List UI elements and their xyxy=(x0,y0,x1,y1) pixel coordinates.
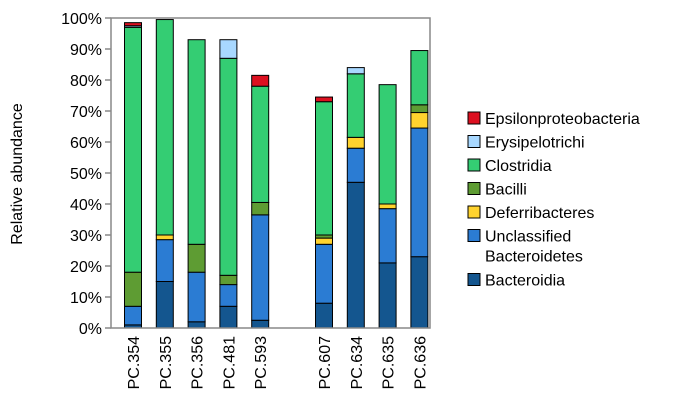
y-tick-label: 30% xyxy=(70,228,102,245)
y-tick-label: 90% xyxy=(70,42,102,59)
legend-item-clostridia: Clostridia xyxy=(467,158,552,175)
legend-item-deferribacteres: Deferribacteres xyxy=(467,205,594,222)
bar-segment-bacteroidia xyxy=(155,281,174,329)
bar-segment-bacilli xyxy=(251,201,270,216)
legend-label: Deferribacteres xyxy=(485,205,594,222)
bar-stack-pc-481 xyxy=(219,39,238,329)
y-axis-title-group: Relative abundance xyxy=(9,103,26,245)
bar-segment-epsilonproteobacteria xyxy=(124,22,142,27)
x-tick-label: PC.636 xyxy=(412,336,429,389)
y-axis-ticks: 0% 10% 20% 30% 40% 50% 60% 70% 80% 90% 100% xyxy=(61,11,111,338)
bar-segment-deferribacteres xyxy=(346,136,365,149)
bar-segment-deferribacteres xyxy=(155,234,174,241)
legend-swatch xyxy=(467,135,481,148)
bar-segment-deferribacteres xyxy=(378,203,397,210)
bar-segment-bacteroidia xyxy=(251,319,270,329)
y-tick-label: 40% xyxy=(70,197,102,214)
plot-frame xyxy=(110,17,431,329)
bar-segment-unclassified-bacteroidetes xyxy=(315,243,333,304)
bar-segment-clostridia xyxy=(187,39,206,245)
y-tick-label: 10% xyxy=(70,290,102,307)
bar-segment-unclassified-bacteroidetes xyxy=(410,127,429,258)
legend-swatch xyxy=(467,158,481,172)
y-tick-label: 70% xyxy=(70,104,102,121)
bar-stacks xyxy=(124,19,429,329)
bar-segment-clostridia xyxy=(219,57,238,276)
bar-segment-bacilli xyxy=(410,104,429,114)
bar-segment-unclassified-bacteroidetes xyxy=(187,271,206,323)
legend-swatch xyxy=(467,205,481,219)
bar-segment-erysipelotrichi xyxy=(219,39,238,59)
bar-segment-deferribacteres xyxy=(315,237,333,245)
legend-item-epsilonproteobacteria: Epsilonproteobacteria xyxy=(467,111,640,128)
bar-segment-bacteroidia xyxy=(315,302,333,329)
bar-segment-unclassified-bacteroidetes xyxy=(346,147,365,183)
bar-stack-pc-355 xyxy=(155,19,174,329)
bar-segment-clostridia xyxy=(346,73,365,138)
legend-item-bacilli: Bacilli xyxy=(467,182,527,199)
bar-segment-clostridia xyxy=(155,19,174,236)
bar-segment-clostridia xyxy=(124,26,142,273)
bar-segment-bacteroidia xyxy=(410,256,429,329)
legend-item-bacteroidia: Bacteroidia xyxy=(467,273,565,290)
legend-label: Unclassified Bacteroidetes xyxy=(485,229,583,266)
bar-segment-clostridia xyxy=(251,85,270,203)
bar-segment-unclassified-bacteroidetes xyxy=(155,239,174,282)
x-tick-label: PC.354 xyxy=(126,336,143,389)
bar-stack-pc-634 xyxy=(346,67,365,329)
bar-segment-epsilonproteobacteria xyxy=(251,74,270,87)
bar-segment-unclassified-bacteroidetes xyxy=(251,214,270,321)
bar-segment-bacteroidia xyxy=(346,181,365,329)
bar-stack-pc-593 xyxy=(251,74,270,329)
bar-segment-bacilli xyxy=(219,274,238,286)
legend-label: Erysipelotrichi xyxy=(485,135,585,152)
legend-swatch xyxy=(467,182,481,195)
bar-segment-deferribacteres xyxy=(410,112,429,129)
y-tick-label: 50% xyxy=(70,166,102,183)
bar-stack-pc-636 xyxy=(410,50,429,329)
y-tick-label: 20% xyxy=(70,259,102,276)
bar-stack-pc-356 xyxy=(187,39,206,329)
x-tick-label: PC.356 xyxy=(190,336,207,389)
x-tick-label: PC.607 xyxy=(317,336,334,389)
x-tick-label: PC.355 xyxy=(158,336,175,389)
x-tick-label: PC.481 xyxy=(221,336,238,389)
bar-segment-bacilli xyxy=(124,271,142,307)
x-tick-label: PC.635 xyxy=(381,336,398,389)
bar-segment-clostridia xyxy=(378,84,397,205)
bar-segment-bacteroidia xyxy=(219,305,238,329)
bar-stack-pc-354 xyxy=(124,22,142,329)
bar-segment-unclassified-bacteroidetes xyxy=(378,208,397,264)
bar-segment-bacteroidia xyxy=(187,321,206,329)
legend-swatch xyxy=(467,229,481,242)
legend-label: Clostridia xyxy=(485,158,552,175)
y-tick-label: 0% xyxy=(79,321,102,338)
legend: Epsilonproteobacteria Erysipelotrichi Clos… xyxy=(467,111,640,290)
legend-label: Epsilonproteobacteria xyxy=(485,111,640,128)
bar-segment-unclassified-bacteroidetes xyxy=(219,284,238,307)
bar-segment-bacilli xyxy=(187,243,206,273)
legend-label: Bacilli xyxy=(485,182,527,199)
y-tick-label: 80% xyxy=(70,73,102,90)
x-tick-label: PC.634 xyxy=(349,336,366,389)
bar-segment-clostridia xyxy=(315,101,333,236)
bar-segment-unclassified-bacteroidetes xyxy=(124,305,142,326)
x-axis-tick-labels: PC.354 PC.355 PC.356 PC.481 PC.593 PC.607 PC.6… xyxy=(126,336,429,389)
bar-stack-pc-635 xyxy=(378,84,397,329)
y-axis-title: Relative abundance xyxy=(9,103,26,245)
bar-segment-epsilonproteobacteria xyxy=(315,96,333,103)
legend-swatch xyxy=(467,273,481,286)
bar-segment-clostridia xyxy=(410,50,429,106)
legend-item-unclassified-bacteroidetes: Unclassified Bacteroidetes xyxy=(467,229,583,266)
y-tick-label: 60% xyxy=(70,135,102,152)
bar-segment-erysipelotrichi xyxy=(346,67,365,75)
y-tick-label: 100% xyxy=(61,11,102,28)
legend-item-erysipelotrichi: Erysipelotrichi xyxy=(467,135,585,152)
x-tick-label: PC.593 xyxy=(253,336,270,389)
bar-segment-bacteroidia xyxy=(378,262,397,329)
legend-label: Bacteroidia xyxy=(485,273,565,290)
legend-swatch xyxy=(467,111,481,125)
bar-stack-pc-607 xyxy=(315,96,333,329)
